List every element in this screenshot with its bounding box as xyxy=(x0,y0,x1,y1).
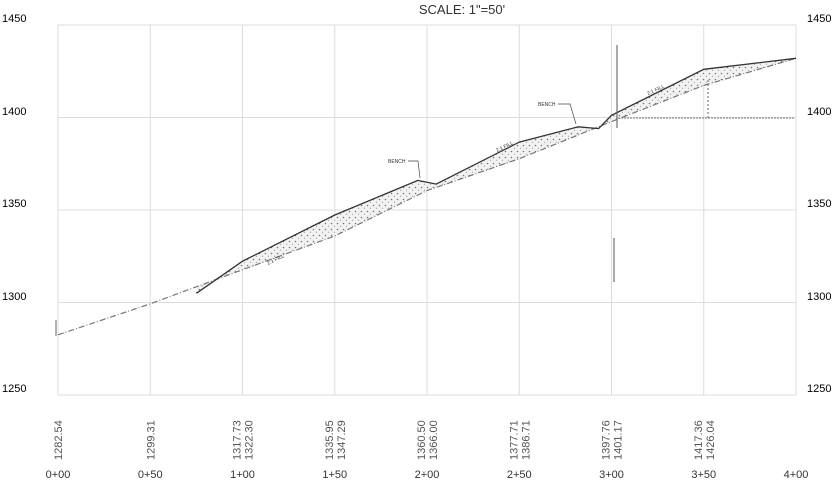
station-label: 1+00 xyxy=(230,469,255,481)
elevation-label: 1377.71 xyxy=(508,420,520,460)
elevation-label: 1322.30 xyxy=(244,420,256,460)
right-axis-label: 1450 xyxy=(807,13,831,25)
station-label: 4+00 xyxy=(784,469,809,481)
left-axis-label: 1250 xyxy=(2,383,26,395)
profile-lines xyxy=(57,57,797,336)
survey-marks xyxy=(55,45,795,336)
station-label: 2+50 xyxy=(507,469,532,481)
left-axis-label: 1350 xyxy=(2,198,26,210)
elevation-labels: 1282.54 1299.31 1317.73 1322.30 1335.95 1347.… xyxy=(53,420,717,460)
station-label: 3+00 xyxy=(599,469,624,481)
elevation-label: 1347.29 xyxy=(336,420,348,460)
existing-ground-line xyxy=(57,57,797,336)
elevation-label: 1335.95 xyxy=(324,420,336,460)
station-label: 2+00 xyxy=(415,469,440,481)
elevation-label: 1366.00 xyxy=(428,420,440,460)
bench-leader xyxy=(558,103,577,125)
fill-area xyxy=(196,58,795,294)
scale-title: SCALE: 1"=50' xyxy=(419,2,505,17)
design-grade-line xyxy=(196,57,797,294)
elevation-label: 1299.31 xyxy=(145,420,157,460)
elevation-label: 1317.73 xyxy=(232,420,244,460)
elevation-label: 1426.04 xyxy=(705,420,717,460)
station-label: 3+50 xyxy=(691,469,716,481)
left-axis-label: 1300 xyxy=(2,291,26,303)
bench-label: BENCH xyxy=(388,159,406,165)
right-axis-label: 1400 xyxy=(807,106,831,118)
station-label: 0+00 xyxy=(46,469,71,481)
elevation-label: 1401.17 xyxy=(613,420,625,460)
right-axis-label: 1300 xyxy=(807,291,831,303)
right-axis-label: 1350 xyxy=(807,198,831,210)
fill-regions xyxy=(196,58,795,294)
bench-label: BENCH xyxy=(538,102,556,108)
right-axis: 1450 1400 1350 1300 1250 xyxy=(807,13,831,395)
station-labels: 0+00 0+50 1+00 1+50 2+00 2+50 3+00 3+50 4+00 xyxy=(46,469,809,481)
right-axis-label: 1250 xyxy=(807,383,831,395)
bench-leader xyxy=(408,160,421,179)
elevation-label: 1386.71 xyxy=(520,420,532,460)
grid-lines xyxy=(57,24,797,396)
elevation-label: 1417.36 xyxy=(693,420,705,460)
left-axis: 1450 1400 1350 1300 1250 xyxy=(2,13,26,395)
elevation-label: 1397.76 xyxy=(601,420,613,460)
left-axis-label: 1450 xyxy=(2,13,26,25)
station-label: 1+50 xyxy=(322,469,347,481)
left-axis-label: 1400 xyxy=(2,106,26,118)
elevation-label: 1360.50 xyxy=(416,420,428,460)
station-label: 0+50 xyxy=(138,469,163,481)
elevation-label: 1282.54 xyxy=(53,420,65,460)
